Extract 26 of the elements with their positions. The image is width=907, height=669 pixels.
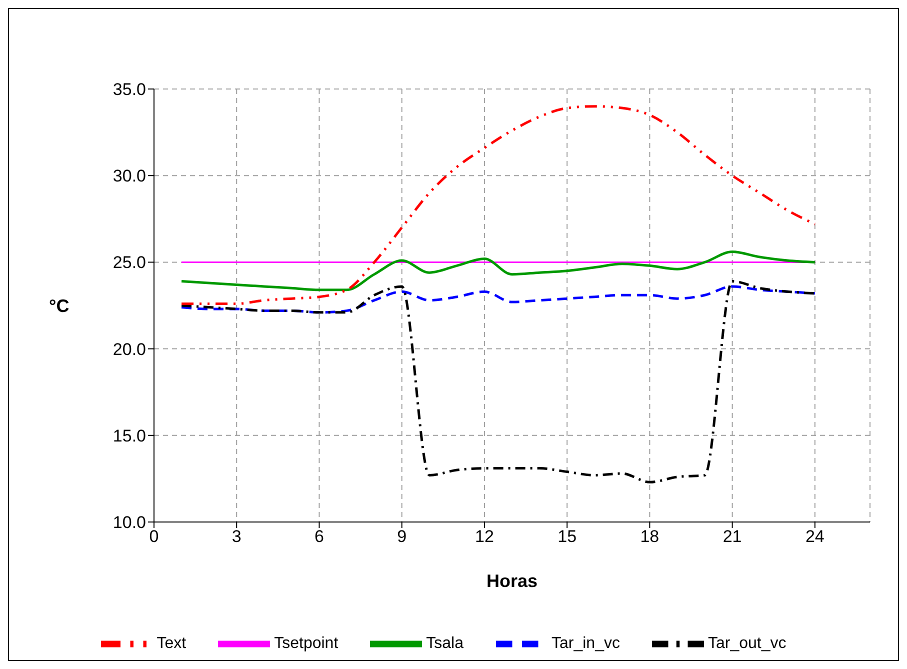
y-tick-label: 15.0 (112, 426, 146, 446)
legend-label: Tar_in_vc (552, 635, 620, 652)
y-tick-label: 30.0 (112, 166, 146, 186)
x-tick-label: 6 (314, 527, 324, 546)
x-tick-label: 24 (805, 527, 824, 546)
x-tick-label: 15 (558, 527, 577, 546)
x-tick-label: 18 (640, 527, 660, 546)
x-tick-label: 0 (149, 527, 159, 546)
x-axis-title: Horas (486, 570, 538, 591)
line-series (180, 280, 816, 484)
x-tick-label: 21 (722, 527, 742, 546)
x-tick-label: 3 (232, 527, 242, 546)
legend-label: Text (156, 635, 186, 652)
line-series (180, 105, 816, 306)
y-axis-title: °C (49, 296, 70, 316)
y-tick-label: 10.0 (112, 513, 146, 532)
y-tick-label: 20.0 (112, 340, 146, 359)
legend-label: Tsala (426, 635, 464, 652)
legend-label: Tsetpoint (274, 635, 338, 652)
y-tick-label: 35.0 (112, 80, 146, 100)
x-tick-label: 9 (397, 527, 407, 546)
y-tick-label: 25.0 (112, 253, 146, 272)
line-series (180, 250, 816, 292)
line-series (180, 285, 816, 314)
x-tick-label: 12 (475, 527, 494, 546)
legend-label: Tar_out_vc (708, 635, 786, 652)
